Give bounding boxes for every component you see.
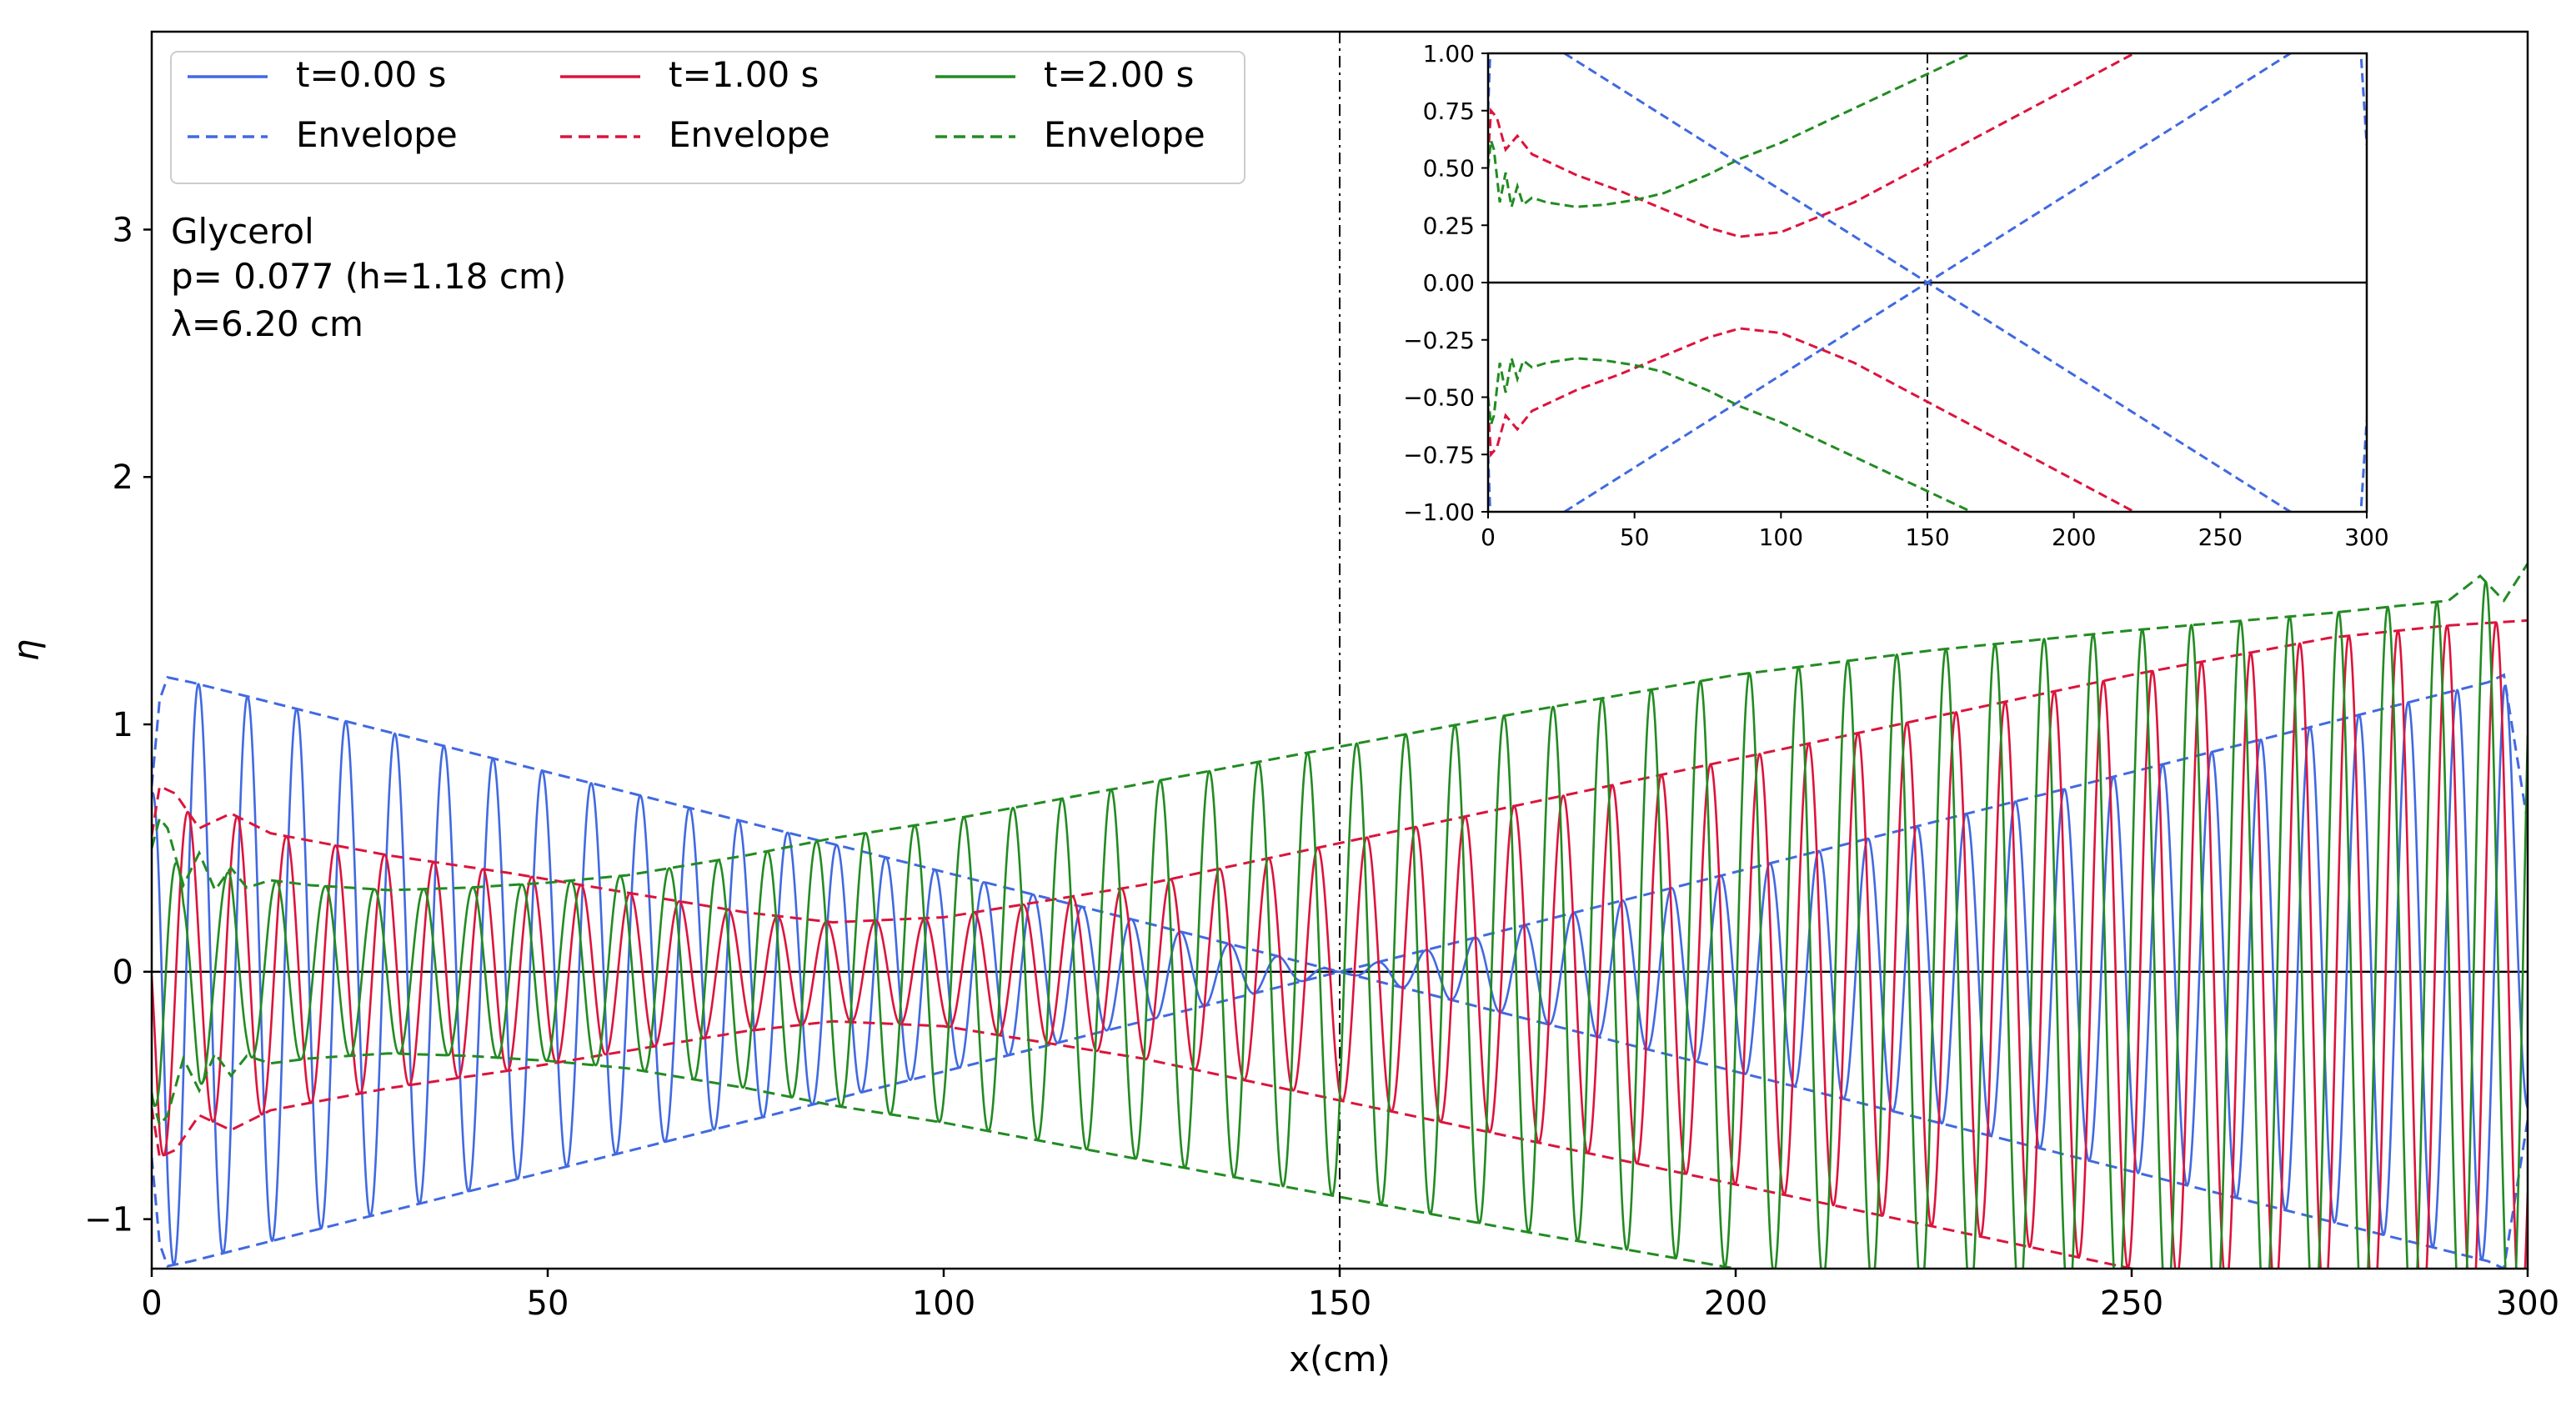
main-plot: 0 50 100 150 200 250 300 −1 0 1 2 3 x(cm) η Glycer… bbox=[6, 30, 2559, 1379]
legend-label: Envelope bbox=[296, 114, 458, 155]
legend-frame bbox=[170, 51, 1245, 184]
inset-x-tick-label: 100 bbox=[1759, 523, 1803, 551]
legend-label: t=1.00 s bbox=[669, 54, 819, 95]
annotation-p-h: p= 0.077 (h=1.18 cm) bbox=[171, 256, 566, 297]
series-envelope-lower-0 bbox=[152, 970, 2528, 1269]
inset-envelope-lower-0 bbox=[1488, 281, 2367, 512]
inset-y-tick-label: −0.50 bbox=[1403, 384, 1475, 412]
inset-x-tick-label: 300 bbox=[2344, 523, 2388, 551]
x-tick-label: 200 bbox=[1704, 1284, 1767, 1323]
annotation-block: Glycerol p= 0.077 (h=1.18 cm) λ=6.20 cm bbox=[171, 211, 566, 344]
inset-y-tick-label: 0.00 bbox=[1423, 269, 1475, 297]
inset-y-tick-label: 0.50 bbox=[1423, 155, 1475, 183]
legend-label: t=0.00 s bbox=[296, 54, 446, 95]
y-tick-label: 2 bbox=[113, 458, 133, 497]
inset-x-tick-label: 200 bbox=[2052, 523, 2096, 551]
inset-x-tick-label: 150 bbox=[1905, 523, 1949, 551]
inset-y-tick-label: 1.00 bbox=[1423, 40, 1475, 68]
x-tick-label: 0 bbox=[141, 1284, 162, 1323]
inset-y-tick-label: 0.75 bbox=[1423, 98, 1475, 125]
y-tick-label: 1 bbox=[113, 706, 133, 744]
inset-x-tick-label: 0 bbox=[1481, 523, 1496, 551]
legend-label: t=2.00 s bbox=[1044, 54, 1194, 95]
y-tick-label: 3 bbox=[113, 211, 133, 249]
annotation-fluid: Glycerol bbox=[171, 211, 314, 252]
x-axis-title: x(cm) bbox=[1289, 1339, 1391, 1379]
inset-y-tick-label: −1.00 bbox=[1403, 498, 1475, 526]
inset-y-tick-label: 0.25 bbox=[1423, 212, 1475, 239]
series-wave-0 bbox=[152, 682, 2528, 1267]
inset-x-tick-label: 50 bbox=[1620, 523, 1650, 551]
inset-y-tick-label: −0.25 bbox=[1403, 327, 1475, 354]
legend-label: Envelope bbox=[1044, 114, 1205, 155]
inset-y-tick-label: −0.75 bbox=[1403, 441, 1475, 468]
inset-plot: 0 50 100 150 200 250 300 −1.00 −0.75 −0.50 −0.25 0… bbox=[1403, 40, 2389, 551]
y-axis-title: η bbox=[6, 639, 47, 662]
legend: t=0.00 s t=1.00 s t=2.00 s Envelope Envelope… bbox=[170, 51, 1245, 184]
y-tick-label: −1 bbox=[84, 1201, 133, 1239]
x-tick-label: 300 bbox=[2496, 1284, 2559, 1323]
inset-x-tick-label: 250 bbox=[2198, 523, 2243, 551]
inset-envelope-upper-0 bbox=[1488, 53, 2367, 284]
x-tick-label: 100 bbox=[912, 1284, 975, 1323]
annotation-wavelength: λ=6.20 cm bbox=[171, 303, 363, 344]
legend-label: Envelope bbox=[669, 114, 830, 155]
x-tick-label: 250 bbox=[2100, 1284, 2163, 1323]
x-tick-label: 150 bbox=[1308, 1284, 1371, 1323]
y-tick-label: 0 bbox=[113, 954, 133, 992]
x-tick-label: 50 bbox=[527, 1284, 569, 1323]
series-envelope-upper-2 bbox=[152, 563, 2528, 893]
